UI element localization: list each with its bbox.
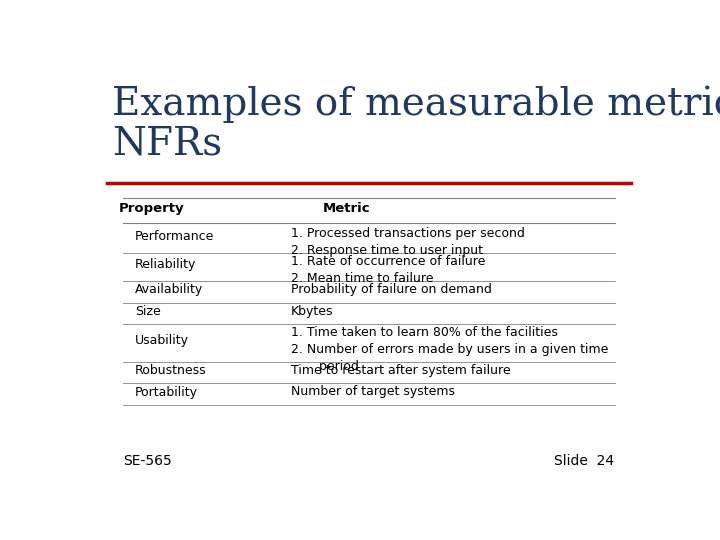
Text: Availability: Availability [135, 284, 203, 296]
Text: 1. Rate of occurrence of failure
2. Mean time to failure: 1. Rate of occurrence of failure 2. Mean… [291, 255, 485, 285]
Text: Examples of measurable metrics for
NFRs: Examples of measurable metrics for NFRs [112, 85, 720, 163]
Text: Number of target systems: Number of target systems [291, 386, 455, 399]
Text: Performance: Performance [135, 230, 214, 243]
Text: Usability: Usability [135, 334, 189, 347]
Text: Portability: Portability [135, 386, 197, 399]
Text: 1. Time taken to learn 80% of the facilities
2. Number of errors made by users i: 1. Time taken to learn 80% of the facili… [291, 326, 608, 373]
Text: Kbytes: Kbytes [291, 305, 333, 318]
Text: Robustness: Robustness [135, 364, 206, 377]
Text: Size: Size [135, 305, 161, 318]
Text: Slide  24: Slide 24 [554, 454, 615, 468]
Text: Metric: Metric [323, 202, 371, 215]
Text: Property: Property [119, 202, 184, 215]
Text: Probability of failure on demand: Probability of failure on demand [291, 283, 492, 296]
Text: 1. Processed transactions per second
2. Response time to user input: 1. Processed transactions per second 2. … [291, 227, 525, 256]
Text: SE-565: SE-565 [124, 454, 172, 468]
Text: Reliability: Reliability [135, 258, 196, 271]
Text: Time to restart after system failure: Time to restart after system failure [291, 364, 510, 377]
